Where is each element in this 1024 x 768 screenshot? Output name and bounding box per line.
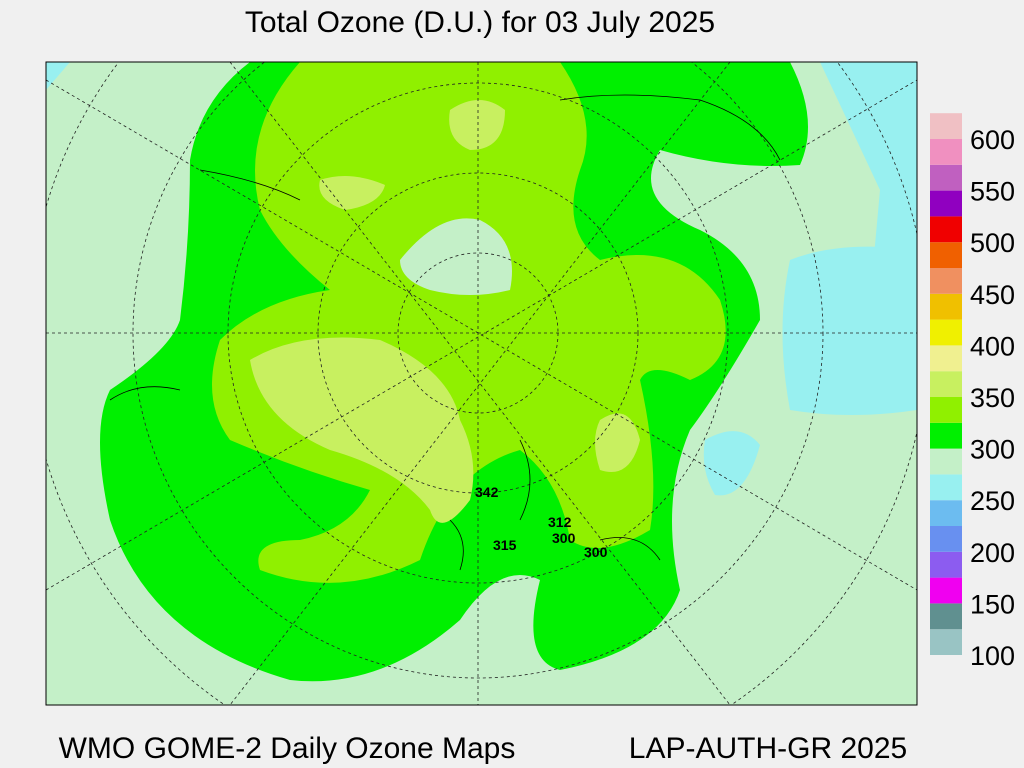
colorbar-box	[930, 345, 962, 372]
colorbar-label: 500	[970, 228, 1015, 258]
ozone-350-region	[250, 337, 474, 523]
colorbar-box	[930, 242, 962, 268]
colorbar-label: 150	[970, 589, 1015, 619]
colorbar-label: 400	[970, 331, 1015, 361]
colorbar-box	[930, 190, 962, 217]
colorbar-box	[930, 268, 962, 294]
colorbar: 100 150 200 250 300 350 400 450 500 550 600	[930, 113, 1015, 671]
ozone-350-region	[595, 413, 640, 472]
graticule	[46, 62, 917, 705]
low-ozone-region	[782, 246, 917, 415]
ozone-350-region	[449, 100, 505, 150]
station-label: 342	[475, 484, 499, 500]
colorbar-box	[930, 448, 962, 475]
colorbar-box	[930, 216, 962, 243]
colorbar-label: 200	[970, 538, 1015, 568]
title: Total Ozone (D.U.) for 03 July 2025	[245, 6, 715, 39]
colorbar-label: 600	[970, 125, 1015, 155]
colorbar-box	[930, 422, 962, 449]
colorbar-box	[930, 551, 962, 578]
colorbar-box	[930, 371, 962, 397]
coastline	[109, 94, 781, 571]
colorbar-label: 450	[970, 280, 1015, 310]
colorbar-box	[930, 293, 962, 320]
colorbar-box	[930, 500, 962, 526]
footer-left: WMO GOME-2 Daily Ozone Maps	[59, 732, 516, 765]
colorbar-label: 350	[970, 383, 1015, 413]
colorbar-box	[930, 474, 962, 501]
station-label: 300	[552, 530, 576, 546]
low-ozone-region	[703, 431, 760, 496]
low-ozone-pole	[400, 218, 512, 295]
colorbar-box	[930, 164, 962, 191]
colorbar-label: 250	[970, 486, 1015, 516]
station-label: 315	[493, 537, 517, 553]
colorbar-box	[930, 397, 962, 423]
colorbar-box	[930, 629, 962, 655]
station-label: 300	[584, 544, 608, 560]
colorbar-label: 550	[970, 177, 1015, 207]
colorbar-box	[930, 139, 962, 165]
colorbar-box	[930, 319, 962, 346]
ozone-350-region	[319, 176, 385, 210]
footer-right: LAP-AUTH-GR 2025	[629, 732, 907, 765]
station-label: 312	[548, 514, 572, 530]
map	[45, 61, 918, 706]
colorbar-label: 300	[970, 435, 1015, 465]
colorbar-box	[930, 577, 962, 604]
map-border	[45, 61, 918, 706]
colorbar-label: 100	[970, 641, 1015, 671]
colorbar-box	[930, 113, 962, 139]
low-ozone-region	[46, 62, 70, 90]
colorbar-box	[930, 526, 962, 552]
colorbar-box	[930, 603, 962, 630]
